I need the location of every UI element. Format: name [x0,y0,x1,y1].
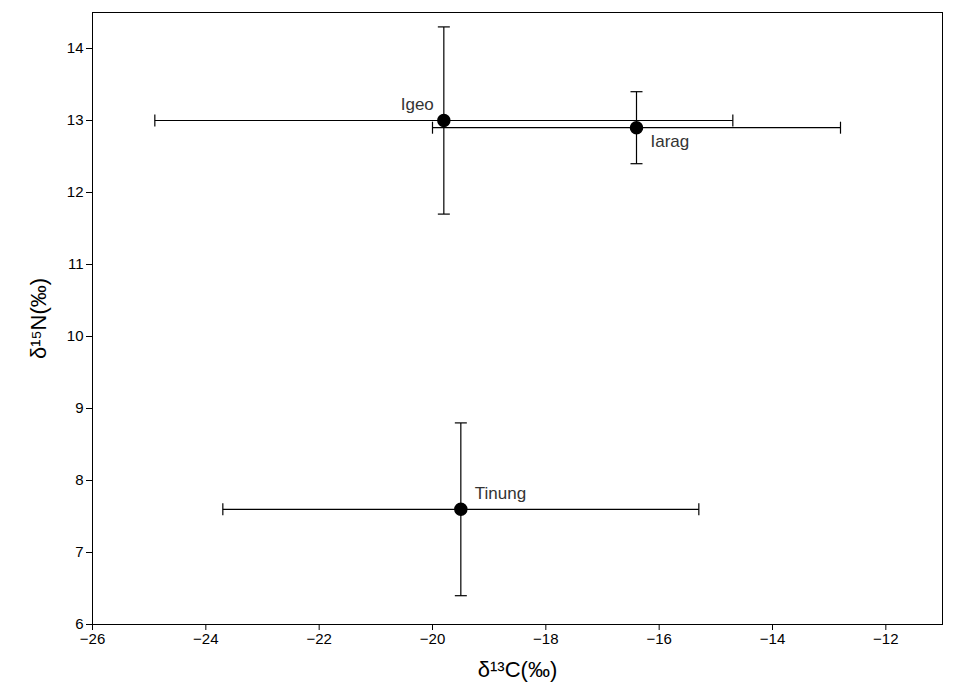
svg-text:11: 11 [68,255,84,272]
svg-text:δ¹⁵N(‰): δ¹⁵N(‰) [26,278,51,359]
svg-text:14: 14 [67,39,84,56]
svg-text:−20: −20 [420,630,445,647]
svg-text:10: 10 [67,327,84,344]
svg-text:Tinung: Tinung [475,484,526,503]
svg-text:Igeo: Igeo [401,95,434,114]
svg-text:7: 7 [75,543,83,560]
svg-text:12: 12 [67,183,84,200]
svg-text:8: 8 [75,471,83,488]
svg-text:−18: −18 [533,630,558,647]
svg-text:−12: −12 [873,630,898,647]
svg-text:13: 13 [67,111,84,128]
svg-text:−14: −14 [760,630,785,647]
svg-text:−26: −26 [80,630,105,647]
svg-text:−24: −24 [193,630,218,647]
svg-text:−22: −22 [306,630,331,647]
svg-text:6: 6 [75,615,84,633]
svg-text:9: 9 [75,399,83,416]
svg-text:−16: −16 [646,630,671,647]
svg-text:Iarag: Iarag [651,132,690,151]
svg-text:δ¹³C(‰): δ¹³C(‰) [478,657,557,682]
